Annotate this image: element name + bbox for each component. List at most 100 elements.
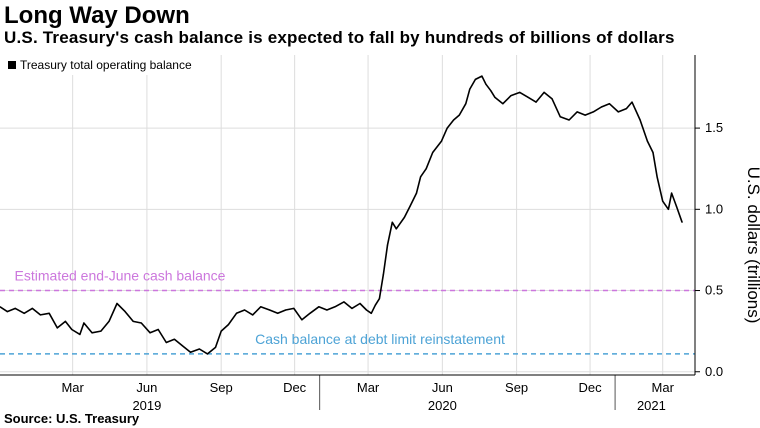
y-tick-label: 1.0 bbox=[705, 201, 723, 216]
data-point bbox=[165, 341, 167, 344]
y-axis-label: U.S. dollars (trillions) bbox=[744, 167, 760, 324]
reference-line-label: Cash balance at debt limit reinstatement bbox=[255, 331, 505, 347]
data-point bbox=[502, 103, 504, 105]
data-point bbox=[100, 330, 102, 332]
axes: Mar Jun Sep Dec Mar Jun Sep Dec Mar 2019 2020 2021 0… bbox=[0, 55, 723, 410]
data-point bbox=[409, 205, 411, 207]
data-point bbox=[214, 346, 217, 348]
data-point bbox=[592, 111, 594, 113]
x-tick-label: Mar bbox=[61, 380, 84, 395]
data-point bbox=[667, 208, 670, 210]
data-point bbox=[656, 176, 658, 178]
data-point bbox=[351, 307, 353, 309]
chart-title: Long Way Down bbox=[4, 2, 190, 29]
data-point bbox=[206, 353, 209, 355]
data-point bbox=[485, 83, 487, 85]
data-point bbox=[675, 205, 678, 207]
data-point bbox=[132, 320, 134, 322]
data-point bbox=[71, 328, 73, 331]
data-point bbox=[370, 312, 372, 314]
x-tick-label: Sep bbox=[210, 380, 233, 395]
data-point bbox=[652, 151, 654, 154]
data-point bbox=[64, 320, 66, 322]
data-point bbox=[285, 309, 287, 311]
data-point bbox=[157, 328, 159, 331]
reference-lines: Estimated end-June cash balance Cash bala… bbox=[0, 268, 695, 355]
data-point bbox=[600, 106, 603, 108]
data-point bbox=[116, 302, 118, 305]
x-tick-label: Dec bbox=[579, 380, 603, 395]
data-point bbox=[403, 216, 405, 218]
data-point bbox=[277, 312, 279, 314]
data-point bbox=[671, 192, 673, 194]
data-point bbox=[446, 127, 448, 129]
y-tick-label: 1.5 bbox=[705, 120, 723, 135]
data-point bbox=[318, 306, 320, 308]
data-point bbox=[269, 309, 271, 311]
x-tick-label: Mar bbox=[652, 380, 675, 395]
data-point bbox=[386, 244, 389, 246]
data-point bbox=[510, 95, 512, 97]
data-point bbox=[0, 306, 1, 308]
data-point bbox=[576, 111, 578, 113]
data-point bbox=[469, 88, 471, 90]
series-line bbox=[0, 75, 683, 355]
chart-subtitle: U.S. Treasury's cash balance is expected… bbox=[4, 28, 675, 47]
data-point bbox=[260, 306, 262, 308]
x-tick-label: Jun bbox=[136, 380, 157, 395]
data-point bbox=[382, 273, 384, 275]
series-layer bbox=[0, 75, 683, 355]
data-point bbox=[108, 320, 110, 322]
data-point bbox=[432, 151, 434, 154]
data-point bbox=[149, 332, 151, 334]
data-point bbox=[465, 103, 467, 105]
data-point bbox=[519, 91, 521, 93]
data-point bbox=[374, 304, 376, 306]
data-point bbox=[378, 298, 380, 300]
x-tick-label: Jun bbox=[432, 380, 453, 395]
data-point bbox=[474, 78, 476, 80]
data-point bbox=[244, 309, 246, 311]
data-point bbox=[31, 307, 33, 309]
x-year-label: 2021 bbox=[637, 398, 666, 410]
data-point bbox=[252, 314, 254, 316]
data-point bbox=[543, 91, 545, 93]
legend-box bbox=[2, 55, 192, 75]
data-point bbox=[490, 90, 492, 92]
data-point bbox=[39, 314, 42, 316]
x-year-label: 2019 bbox=[132, 398, 161, 410]
data-point bbox=[440, 140, 443, 142]
data-point bbox=[535, 101, 537, 103]
data-point bbox=[235, 312, 238, 314]
y-tick-label: 0.5 bbox=[705, 283, 723, 298]
data-point bbox=[14, 307, 16, 309]
data-point bbox=[6, 311, 8, 313]
data-point bbox=[625, 108, 628, 110]
data-point bbox=[301, 319, 303, 321]
data-point bbox=[458, 114, 460, 116]
data-point bbox=[23, 312, 25, 314]
legend-label: Treasury total operating balance bbox=[20, 58, 192, 72]
x-year-label: 2020 bbox=[428, 398, 457, 410]
data-point bbox=[293, 307, 295, 309]
data-point bbox=[608, 103, 611, 105]
data-point bbox=[494, 96, 496, 98]
data-point bbox=[140, 322, 142, 324]
data-point bbox=[551, 98, 553, 100]
data-point bbox=[83, 322, 85, 324]
data-point bbox=[79, 333, 81, 335]
legend-swatch bbox=[8, 61, 16, 69]
data-point bbox=[220, 330, 222, 332]
data-point bbox=[453, 119, 455, 121]
y-tick-label: 0.0 bbox=[705, 364, 723, 379]
data-point bbox=[189, 351, 192, 353]
data-point bbox=[584, 114, 586, 116]
data-point bbox=[481, 75, 483, 77]
data-point bbox=[662, 200, 664, 202]
data-point bbox=[173, 338, 175, 340]
legend: Treasury total operating balance bbox=[2, 55, 192, 75]
data-point bbox=[391, 221, 393, 223]
data-point bbox=[415, 192, 418, 194]
data-point bbox=[91, 332, 93, 334]
source-note: Source: U.S. Treasury bbox=[4, 411, 140, 426]
